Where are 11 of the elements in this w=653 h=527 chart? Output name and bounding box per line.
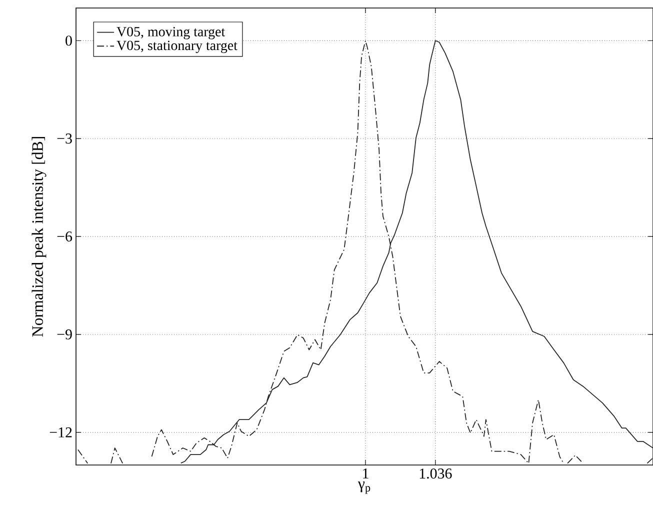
legend-label: V05, moving target <box>116 26 226 40</box>
x-tick-label: 1 <box>363 468 368 478</box>
y-tick-label: −12 <box>50 427 72 438</box>
legend-label: V05, stationary target <box>116 40 238 54</box>
x-tick-label: 1.036 <box>420 468 452 479</box>
x-axis-title: γ$_{p}$ <box>358 482 370 494</box>
y-axis-title: Normalized peak intensity [dB] <box>32 136 46 337</box>
y-tick-label: −9 <box>57 329 72 340</box>
y-tick-label: −3 <box>57 134 72 144</box>
y-tick-label: −6 <box>57 231 72 242</box>
y-tick-label: 0 <box>66 36 72 46</box>
